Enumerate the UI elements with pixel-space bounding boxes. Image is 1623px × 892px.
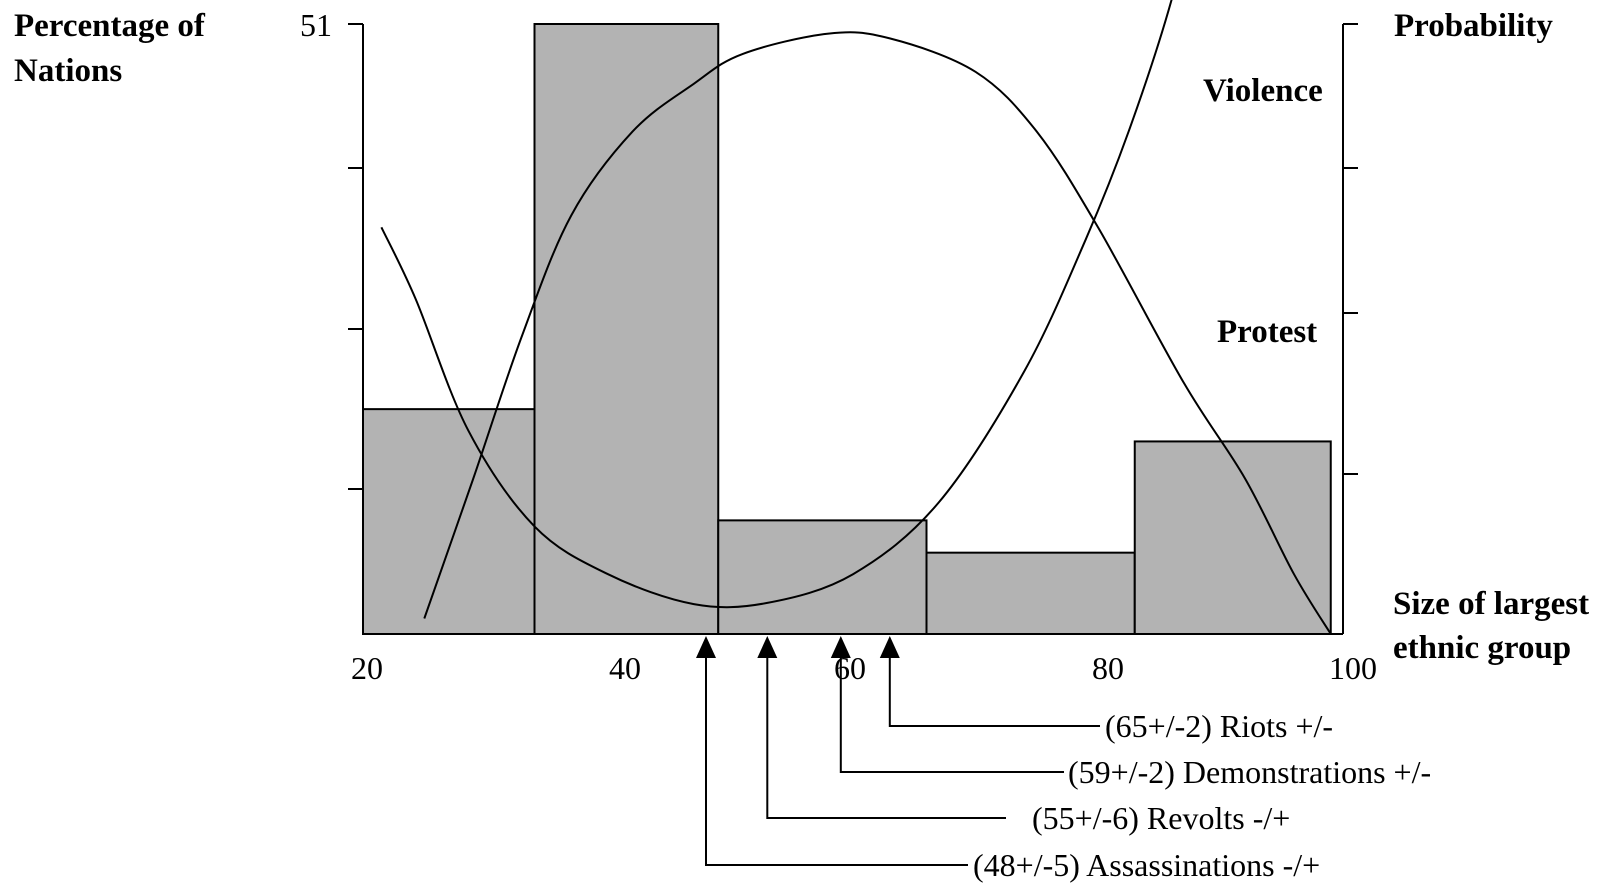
probability-curves <box>380 0 1332 635</box>
right-axis-label: Probability <box>1394 8 1553 44</box>
histogram-bar <box>533 23 720 635</box>
annotation-label: (59+/-2) Demonstrations +/- <box>1068 754 1431 790</box>
histogram-bar <box>1133 440 1332 635</box>
protest-label: Protest <box>1217 314 1317 350</box>
annotation-arrow <box>696 636 716 658</box>
annotation-arrow <box>757 636 778 658</box>
left-axis-label-line1: Percentage of Nations <box>14 8 206 89</box>
left-axis-ticks <box>348 23 363 490</box>
annotation-label: (55+/-6) Revolts -/+ <box>1032 800 1290 836</box>
x-tick-label: 40 <box>609 650 641 686</box>
annotation-arrow <box>879 636 900 658</box>
annotation-label: (48+/-5) Assassinations -/+ <box>973 847 1320 883</box>
x-tick-label: 60 <box>834 650 866 686</box>
violence-curve <box>380 0 1173 609</box>
x-tick-label: 20 <box>351 650 383 686</box>
histogram-bars <box>362 23 1332 636</box>
right-axis-ticks <box>1343 23 1358 475</box>
x-tick-label: 80 <box>1092 650 1124 686</box>
x-tick-label: 100 <box>1329 650 1377 686</box>
annotation-arrow <box>830 636 851 658</box>
annotation-leader <box>839 656 1064 773</box>
annotation-leader <box>888 656 1100 727</box>
histogram-bar <box>362 408 536 636</box>
y-top-tick-label: 51 <box>300 7 332 43</box>
violence-label: Violence <box>1203 73 1323 109</box>
annotation-group: (48+/-5) Assassinations -/+ (55+/-6) Revo… <box>696 636 1431 883</box>
x-axis-label-line1: Size of largest ethnic group <box>1393 586 1589 666</box>
annotation-leader <box>766 656 1006 819</box>
annotation-leader <box>705 656 968 866</box>
annotation-label: (65+/-2) Riots +/- <box>1105 708 1333 744</box>
histogram-bar <box>717 519 928 636</box>
histogram-bar <box>925 551 1136 636</box>
protest-curve <box>423 31 1332 635</box>
